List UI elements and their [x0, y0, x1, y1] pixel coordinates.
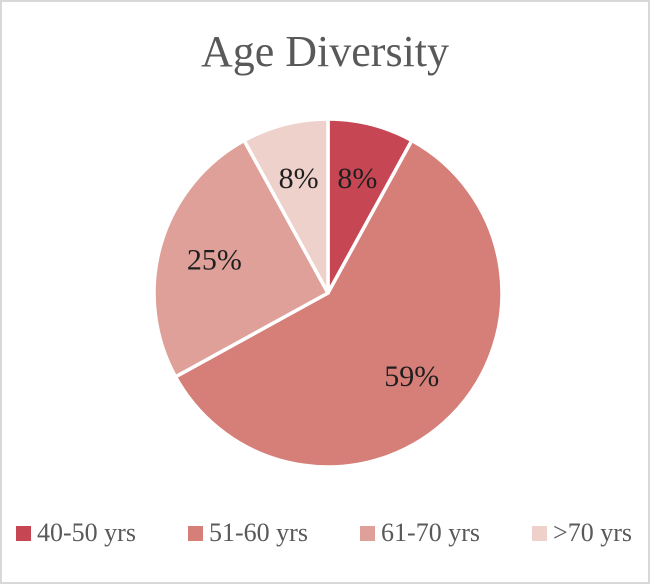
legend-label-61-70-yrs: 61-70 yrs	[381, 518, 480, 547]
slice-label-70-yrs: 8%	[279, 162, 319, 195]
legend-item-61-70-yrs: 61-70 yrs	[360, 520, 480, 546]
slice-label-51-60-yrs: 59%	[384, 360, 439, 393]
legend-label-51-60-yrs: 51-60 yrs	[209, 518, 308, 547]
slice-label-40-50-yrs: 8%	[337, 162, 377, 195]
pie-chart: 8% 59% 25% 8%	[152, 117, 504, 469]
pie-slice-61-70-yrs	[152, 138, 330, 379]
legend-label-40-50-yrs: 40-50 yrs	[37, 518, 136, 547]
legend-item-40-50-yrs: 40-50 yrs	[16, 520, 136, 546]
chart-title: Age Diversity	[200, 27, 450, 76]
legend-label-70-yrs: >70 yrs	[553, 518, 632, 547]
legend-item-70-yrs: >70 yrs	[532, 520, 632, 546]
legend-item-51-60-yrs: 51-60 yrs	[188, 520, 308, 546]
legend-swatch-51-60-yrs	[188, 525, 204, 541]
pie-slice-51-60-yrs	[173, 138, 504, 469]
legend-swatch-70-yrs	[532, 525, 548, 541]
slice-label-61-70-yrs: 25%	[187, 244, 242, 277]
pie-slice-70-yrs	[242, 117, 330, 295]
legend-swatch-40-50-yrs	[16, 525, 31, 541]
chart-legend: 40-50 yrs 51-60 yrs 61-70 yrs >70 yrs	[16, 512, 632, 554]
legend-swatch-61-70-yrs	[360, 525, 376, 541]
